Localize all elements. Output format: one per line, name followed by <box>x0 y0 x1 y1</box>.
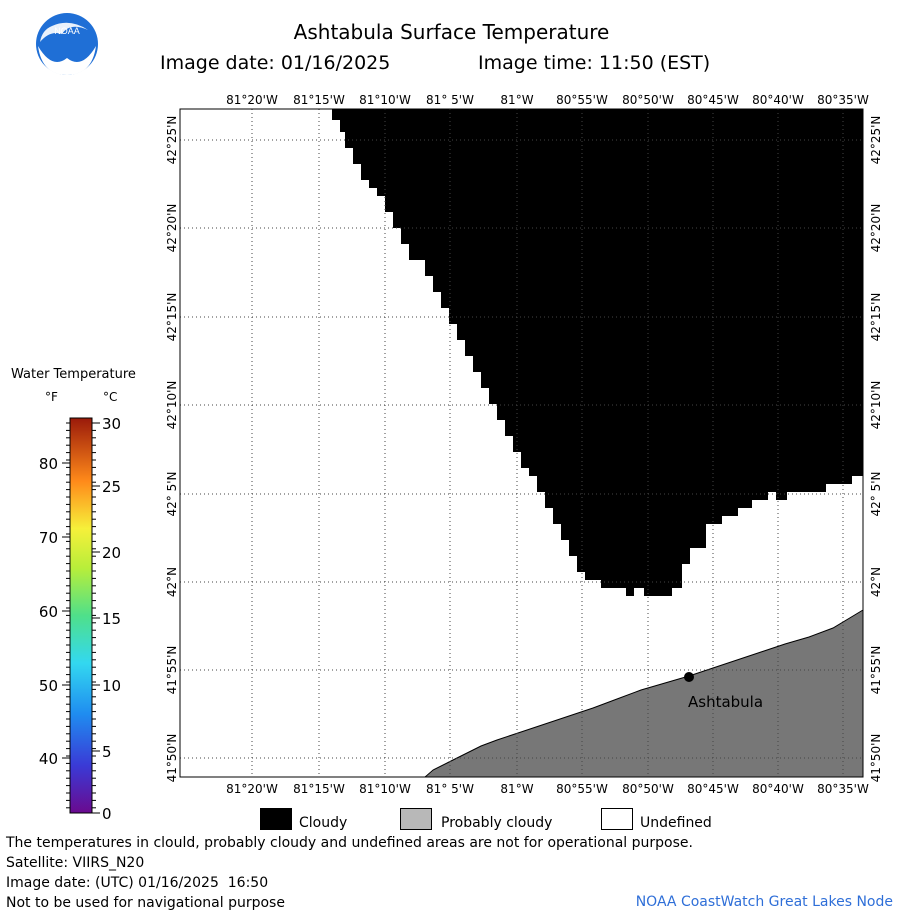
key-probably-cloudy-swatch <box>400 808 432 830</box>
bottom-longitude-label: 81°10'W <box>359 782 411 796</box>
left-latitude-label: 42°N <box>165 567 179 597</box>
right-latitude-label: 41°55'N <box>869 646 883 695</box>
disclaimer: The temperatures in clould, probably clo… <box>6 835 693 851</box>
right-latitude-label: 42°N <box>869 567 883 597</box>
colorbar-rect <box>69 417 93 814</box>
top-longitude-label: 81°W <box>500 93 533 107</box>
bottom-longitude-label: 80°55'W <box>556 782 608 796</box>
top-longitude-label: 80°45'W <box>687 93 739 107</box>
f-tick-label: 70 <box>39 529 58 547</box>
right-latitude-label: 42°15'N <box>869 293 883 342</box>
key-cloudy-label: Cloudy <box>299 815 348 831</box>
right-latitude-label: 41°50'N <box>869 734 883 783</box>
key-probably-cloudy-label: Probably cloudy <box>441 815 553 831</box>
image-date: Image date: 01/16/2025 <box>160 52 391 74</box>
c-tick-label: 25 <box>102 478 121 496</box>
bottom-longitude-label: 81°15'W <box>293 782 345 796</box>
c-tick-label: 0 <box>102 805 112 823</box>
top-longitude-label: 80°40'W <box>752 93 804 107</box>
f-tick-label: 80 <box>39 455 58 473</box>
bottom-longitude-label: 80°35'W <box>817 782 869 796</box>
key-undefined-label: Undefined <box>640 815 712 831</box>
top-longitude-label: 80°50'W <box>622 93 674 107</box>
bottom-longitude-label: 80°50'W <box>622 782 674 796</box>
f-tick-label: 60 <box>39 603 58 621</box>
map-title: Ashtabula Surface Temperature <box>293 20 610 44</box>
left-latitude-label: 41°50'N <box>165 734 179 783</box>
key-cloudy-swatch <box>260 808 292 830</box>
key-undefined-swatch <box>601 808 633 830</box>
right-latitude-label: 42°10'N <box>869 381 883 430</box>
f-tick-label: 50 <box>39 677 58 695</box>
right-latitude-label: 42° 5'N <box>869 472 883 517</box>
c-tick-label: 5 <box>102 743 112 761</box>
c-tick-label: 30 <box>102 415 121 433</box>
right-latitude-label: 42°25'N <box>869 116 883 165</box>
f-tick-label: 40 <box>39 750 58 768</box>
nav-warning: Not to be used for navigational purpose <box>6 895 285 911</box>
top-longitude-label: 81°10'W <box>359 93 411 107</box>
bottom-longitude-label: 81°20'W <box>226 782 278 796</box>
c-tick-label: 15 <box>102 610 121 628</box>
left-latitude-label: 42°10'N <box>165 381 179 430</box>
c-tick-label: 10 <box>102 677 121 695</box>
ashtabula-label: Ashtabula <box>688 693 763 711</box>
bottom-longitude-label: 81° 5'W <box>426 782 474 796</box>
top-longitude-label: 81°15'W <box>293 93 345 107</box>
image-time: Image time: 11:50 (EST) <box>478 52 711 74</box>
ashtabula-marker <box>684 672 694 682</box>
left-latitude-label: 42° 5'N <box>165 472 179 517</box>
axis-labels: 81°20'W 81°15'W 81°10'W 81° 5'W 81°W 80°55'W 8… <box>165 93 883 796</box>
unit-fahrenheit: °F <box>45 390 58 404</box>
c-tick-label: 20 <box>102 544 121 562</box>
left-latitude-label: 42°20'N <box>165 204 179 253</box>
grid-lines <box>180 109 863 777</box>
credit: NOAA CoastWatch Great Lakes Node <box>635 894 893 910</box>
left-latitude-label: 41°55'N <box>165 646 179 695</box>
right-latitude-label: 42°20'N <box>869 204 883 253</box>
bottom-longitude-label: 80°45'W <box>687 782 739 796</box>
map-frame <box>179 108 864 778</box>
bottom-longitude-label: 80°40'W <box>752 782 804 796</box>
top-longitude-label: 80°35'W <box>817 93 869 107</box>
unit-celsius: °C <box>103 390 118 404</box>
cloudy-region <box>332 109 863 596</box>
top-longitude-label: 81°20'W <box>226 93 278 107</box>
utc-date: Image date: (UTC) 01/16/2025 16:50 <box>6 875 269 891</box>
coastline <box>424 607 864 776</box>
satellite: Satellite: VIIRS_N20 <box>6 855 145 871</box>
land-region <box>423 609 864 778</box>
top-longitude-label: 81° 5'W <box>426 93 474 107</box>
left-latitude-label: 42°15'N <box>165 293 179 342</box>
top-longitude-label: 80°55'W <box>556 93 608 107</box>
bottom-longitude-label: 81°W <box>500 782 533 796</box>
left-latitude-label: 42°25'N <box>165 116 179 165</box>
legend-title: Water Temperature <box>11 367 136 382</box>
